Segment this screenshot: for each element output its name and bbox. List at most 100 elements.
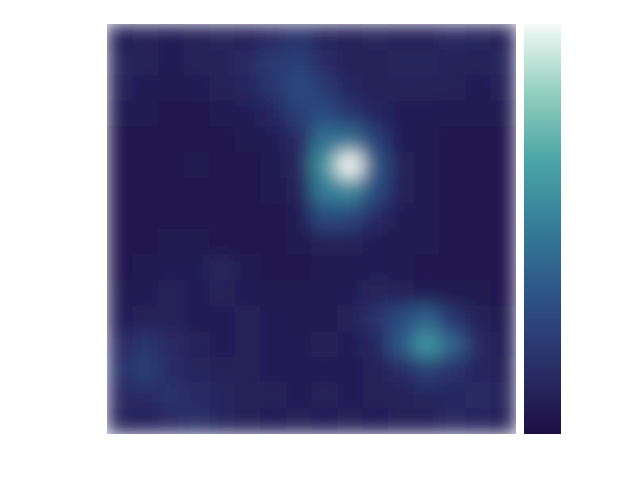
heatmap-cell	[311, 280, 338, 307]
heatmap-cell	[337, 126, 364, 153]
heatmap-cell	[183, 203, 210, 230]
heatmap-cell	[158, 126, 185, 153]
heatmap-cell	[362, 229, 389, 256]
heatmap-cell	[260, 331, 287, 358]
heatmap-cell	[158, 100, 185, 127]
heatmap-cell	[311, 177, 338, 204]
heatmap-cell	[413, 126, 440, 153]
heatmap	[107, 24, 516, 434]
heatmap-cell	[464, 357, 491, 384]
heatmap-cell	[362, 382, 389, 409]
heatmap-cell	[132, 177, 159, 204]
heatmap-cell	[183, 408, 210, 434]
heatmap-cell	[234, 126, 261, 153]
heatmap-cell	[209, 203, 236, 230]
heatmap-cell	[183, 280, 210, 307]
heatmap-cell	[362, 331, 389, 358]
heatmap-cell	[107, 203, 134, 230]
heatmap-cell	[234, 152, 261, 179]
heatmap-cell	[490, 126, 516, 153]
heatmap-cell	[388, 229, 415, 256]
heatmap-cell	[337, 357, 364, 384]
heatmap-cell	[388, 49, 415, 76]
heatmap-cell	[183, 229, 210, 256]
heatmap-cell	[158, 331, 185, 358]
heatmap-cell	[362, 305, 389, 332]
heatmap-cell	[337, 49, 364, 76]
heatmap-cell	[132, 49, 159, 76]
heatmap-cell	[285, 24, 312, 51]
heatmap-cell	[132, 203, 159, 230]
heatmap-cell	[337, 203, 364, 230]
heatmap-cell	[260, 382, 287, 409]
heatmap-cell	[490, 177, 516, 204]
heatmap-cell	[158, 254, 185, 281]
heatmap-cell	[183, 331, 210, 358]
heatmap-cell	[260, 357, 287, 384]
heatmap-cell	[107, 49, 134, 76]
heatmap-cell	[362, 152, 389, 179]
heatmap-cell	[362, 203, 389, 230]
heatmap-cell	[285, 75, 312, 102]
heatmap-cell	[183, 357, 210, 384]
heatmap-cell	[260, 203, 287, 230]
heatmap-cell	[260, 177, 287, 204]
heatmap-cell	[490, 254, 516, 281]
heatmap-cell	[388, 152, 415, 179]
heatmap-cell	[183, 24, 210, 51]
heatmap-cell	[439, 357, 466, 384]
heatmap-cell	[311, 24, 338, 51]
heatmap-cell	[413, 305, 440, 332]
heatmap-cell	[413, 280, 440, 307]
heatmap-cell	[183, 177, 210, 204]
heatmap-cell	[439, 100, 466, 127]
heatmap-cell	[464, 203, 491, 230]
heatmap-cell	[285, 331, 312, 358]
heatmap-cell	[107, 229, 134, 256]
heatmap-cell	[388, 408, 415, 434]
heatmap-cell	[362, 24, 389, 51]
heatmap-cell	[132, 100, 159, 127]
heatmap-cell	[209, 152, 236, 179]
heatmap-cell	[413, 229, 440, 256]
heatmap-cell	[234, 49, 261, 76]
heatmap-cell	[490, 203, 516, 230]
heatmap-cell	[362, 280, 389, 307]
heatmap-cell	[490, 280, 516, 307]
heatmap-cell	[337, 331, 364, 358]
heatmap-cell	[209, 24, 236, 51]
heatmap-cell	[439, 254, 466, 281]
heatmap-cell	[413, 203, 440, 230]
heatmap-cell	[490, 305, 516, 332]
heatmap-cell	[490, 49, 516, 76]
heatmap-cell	[413, 254, 440, 281]
heatmap-cell	[439, 331, 466, 358]
heatmap-cell	[209, 280, 236, 307]
heatmap-cell	[209, 305, 236, 332]
heatmap-cell	[234, 203, 261, 230]
heatmap-cell	[490, 229, 516, 256]
heatmap-cell	[132, 280, 159, 307]
heatmap-cell	[285, 49, 312, 76]
heatmap-cell	[388, 331, 415, 358]
heatmap-cell	[285, 152, 312, 179]
heatmap-cell	[311, 331, 338, 358]
heatmap-cell	[311, 229, 338, 256]
heatmap-cell	[132, 126, 159, 153]
heatmap-cell	[285, 177, 312, 204]
heatmap-cell	[490, 24, 516, 51]
heatmap-cell	[413, 49, 440, 76]
heatmap-cell	[158, 75, 185, 102]
heatmap-cell	[260, 305, 287, 332]
heatmap-cell	[388, 382, 415, 409]
heatmap-cell	[132, 357, 159, 384]
heatmap-cell	[234, 331, 261, 358]
heatmap-cell	[413, 331, 440, 358]
heatmap-cell	[132, 382, 159, 409]
heatmap-cell	[439, 24, 466, 51]
heatmap-clip	[107, 24, 516, 434]
heatmap-cell	[388, 357, 415, 384]
heatmap-cell	[183, 126, 210, 153]
heatmap-cell	[311, 126, 338, 153]
